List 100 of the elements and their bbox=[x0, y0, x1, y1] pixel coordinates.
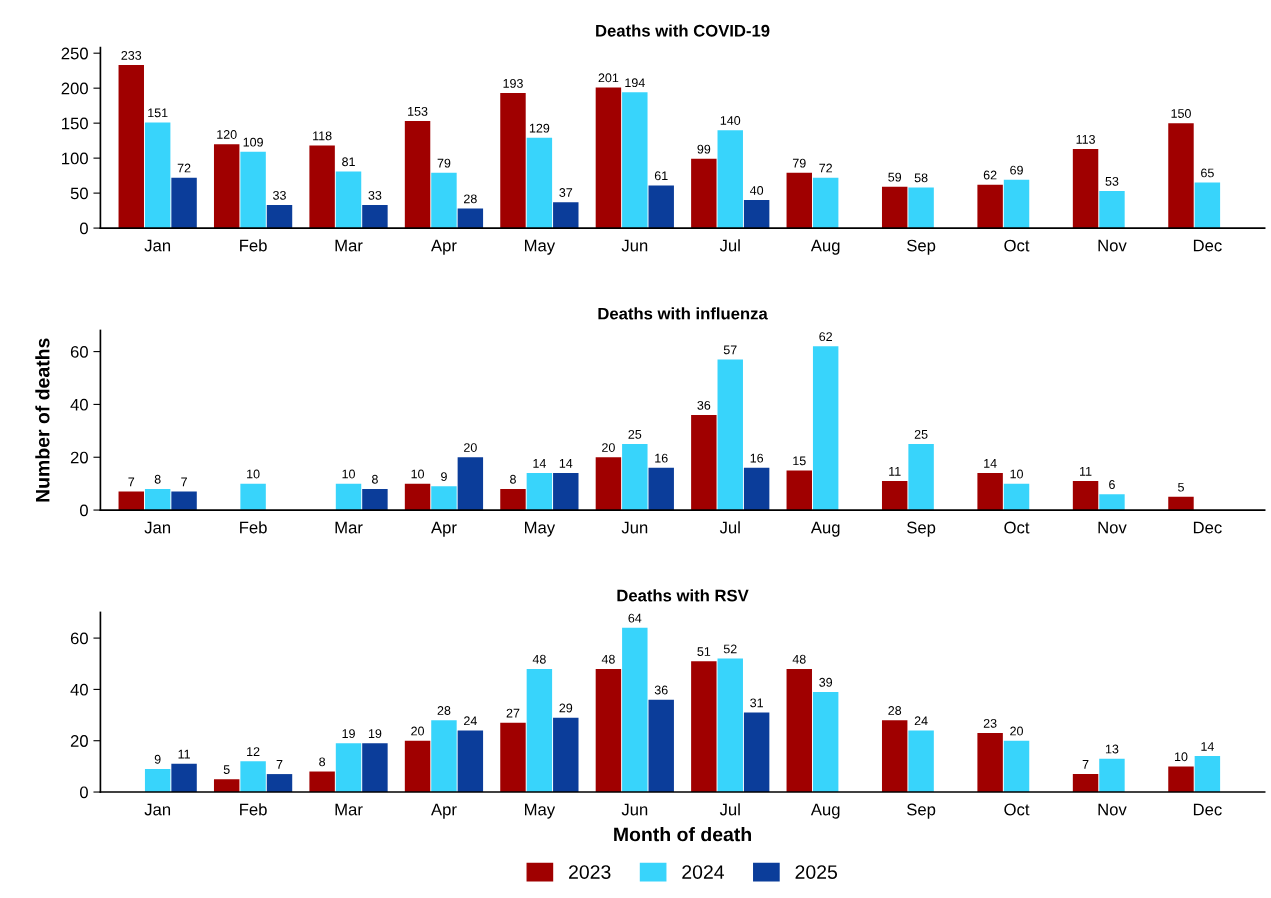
data-label: 109 bbox=[243, 137, 263, 147]
bar bbox=[812, 177, 839, 229]
data-label: 48 bbox=[601, 654, 615, 664]
bar bbox=[717, 130, 743, 229]
data-label: 13 bbox=[1105, 744, 1119, 754]
bar bbox=[171, 763, 197, 793]
bar bbox=[404, 121, 431, 229]
data-label: 120 bbox=[217, 130, 237, 139]
data-label: 8 bbox=[154, 474, 161, 484]
data-label: 11 bbox=[889, 467, 901, 476]
bar bbox=[335, 743, 362, 793]
data-label: 79 bbox=[437, 158, 451, 168]
data-label: 72 bbox=[177, 163, 191, 173]
y-tick-label: 40 bbox=[70, 398, 88, 411]
bar bbox=[743, 712, 770, 793]
bar bbox=[526, 473, 553, 511]
x-tick-label: Apr bbox=[431, 803, 457, 819]
data-label: 37 bbox=[559, 188, 573, 197]
bar bbox=[691, 158, 717, 229]
data-label: 61 bbox=[654, 171, 668, 181]
x-tick-label: Jan bbox=[144, 521, 171, 534]
data-label: 11 bbox=[178, 749, 190, 759]
bar bbox=[717, 359, 743, 511]
bar bbox=[648, 185, 674, 229]
bar bbox=[309, 771, 335, 793]
bar bbox=[743, 200, 770, 229]
bar bbox=[431, 172, 457, 229]
bar bbox=[977, 733, 1003, 793]
bar bbox=[240, 761, 266, 793]
bar bbox=[362, 488, 388, 511]
data-label: 15 bbox=[793, 456, 806, 466]
bar bbox=[431, 486, 457, 511]
bar bbox=[908, 444, 934, 511]
bar bbox=[500, 722, 526, 793]
bar bbox=[622, 444, 648, 511]
bar bbox=[553, 473, 579, 511]
bar bbox=[691, 414, 717, 511]
data-label: 201 bbox=[598, 73, 619, 83]
bar bbox=[526, 137, 553, 229]
chart-title: Deaths with COVID-19 bbox=[596, 24, 770, 37]
data-label: 48 bbox=[532, 654, 546, 664]
x-tick-label: Jan bbox=[144, 803, 171, 816]
x-tick-label: Sep bbox=[907, 239, 936, 255]
data-label: 51 bbox=[697, 647, 711, 656]
data-label: 25 bbox=[628, 429, 642, 439]
y-tick-label: 60 bbox=[70, 345, 88, 358]
x-tick-label: Sep bbox=[907, 521, 936, 537]
bar bbox=[1072, 481, 1099, 511]
y-tick-label: 0 bbox=[79, 222, 88, 235]
data-label: 14 bbox=[1201, 742, 1214, 751]
chart-title: Deaths with RSV bbox=[617, 589, 749, 602]
y-tick-label: 50 bbox=[70, 187, 88, 200]
bar bbox=[144, 122, 171, 229]
data-label: 10 bbox=[247, 469, 260, 479]
data-label: 36 bbox=[654, 685, 668, 695]
data-label: 59 bbox=[888, 172, 902, 182]
data-label: 27 bbox=[506, 708, 520, 718]
data-label: 33 bbox=[273, 190, 286, 200]
y-tick-label: 40 bbox=[70, 683, 88, 696]
bar bbox=[743, 467, 770, 511]
data-label: 150 bbox=[1171, 109, 1191, 118]
data-label: 64 bbox=[628, 613, 642, 623]
bar bbox=[977, 184, 1003, 229]
bar bbox=[1168, 496, 1194, 511]
bar bbox=[1003, 483, 1030, 511]
bar bbox=[404, 740, 431, 793]
data-label: 99 bbox=[697, 144, 711, 154]
data-label: 8 bbox=[510, 474, 516, 484]
data-label: 28 bbox=[888, 706, 902, 715]
x-tick-label: Dec bbox=[1193, 239, 1222, 252]
x-tick-label: Jul bbox=[719, 803, 740, 816]
data-label: 7 bbox=[1082, 760, 1089, 769]
y-tick-label: 100 bbox=[62, 152, 88, 165]
chart-title: Deaths with influenza bbox=[598, 307, 768, 320]
data-label: 7 bbox=[128, 477, 135, 487]
bar bbox=[118, 65, 144, 229]
bar bbox=[812, 346, 839, 511]
bar bbox=[240, 483, 266, 511]
bar bbox=[457, 457, 484, 511]
x-tick-label: Jan bbox=[144, 239, 171, 252]
data-label: 12 bbox=[247, 747, 260, 756]
x-tick-label: Oct bbox=[1004, 521, 1030, 534]
bar bbox=[266, 774, 293, 793]
data-label: 153 bbox=[408, 106, 428, 116]
data-label: 5 bbox=[223, 765, 230, 774]
x-tick-label: Oct bbox=[1004, 239, 1030, 252]
y-tick-label: 200 bbox=[61, 82, 88, 95]
x-tick-label: Jun bbox=[621, 239, 648, 252]
bar bbox=[786, 470, 812, 511]
bar bbox=[362, 743, 388, 793]
data-label: 20 bbox=[602, 443, 615, 452]
bar bbox=[622, 92, 648, 229]
bar bbox=[1003, 179, 1030, 229]
data-label: 194 bbox=[625, 78, 645, 88]
x-tick-label: Mar bbox=[335, 803, 363, 816]
bar bbox=[648, 467, 674, 511]
bar bbox=[266, 205, 293, 229]
x-tick-label: Apr bbox=[431, 521, 457, 537]
bar bbox=[1072, 149, 1099, 229]
x-tick-label: Jun bbox=[621, 521, 648, 534]
